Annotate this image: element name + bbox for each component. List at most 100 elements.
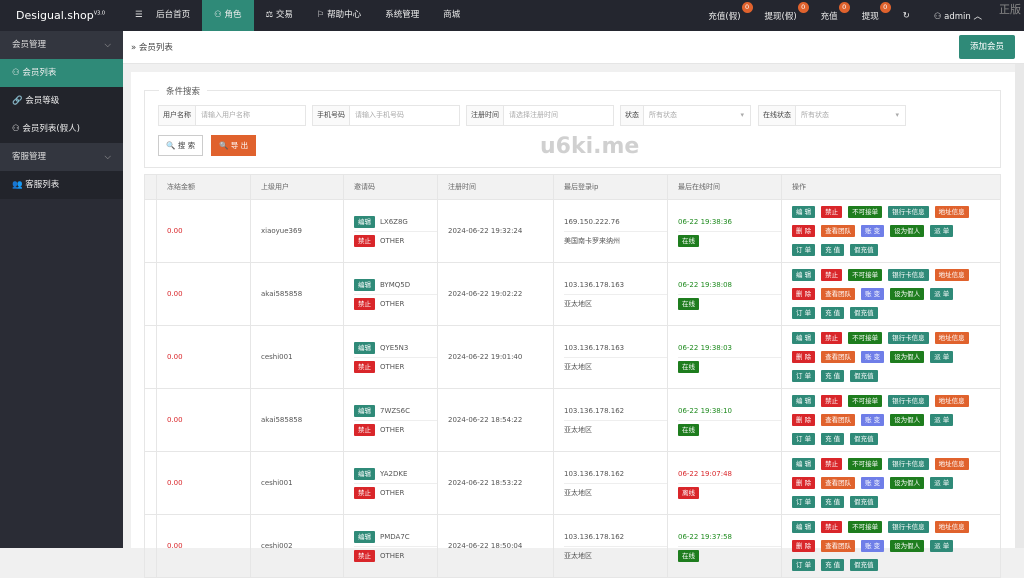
search-button[interactable]: 🔍 搜 索 [158, 135, 204, 156]
field-input[interactable]: 请选择注册时间 [509, 111, 558, 119]
action-button[interactable]: 账 变 [861, 225, 885, 237]
action-button[interactable]: 禁止 [821, 332, 843, 344]
action-button[interactable]: 不可接单 [848, 269, 883, 281]
action-button[interactable]: 查看团队 [821, 225, 856, 237]
top-link[interactable]: 提现(假) 0 [753, 1, 809, 22]
action-button[interactable]: 不可接单 [848, 395, 883, 407]
scrollbar[interactable] [1015, 64, 1024, 548]
ban-button[interactable]: 禁止 [354, 298, 375, 310]
nav-item[interactable]: ☰ 后台首页 [123, 0, 202, 31]
action-button[interactable]: 订 单 [792, 496, 816, 508]
action-button[interactable]: 地址信息 [934, 521, 969, 533]
action-button[interactable]: 充 值 [821, 559, 845, 571]
action-button[interactable]: 订 单 [792, 433, 816, 445]
sidebar-item[interactable]: ⚇ 会员列表(假人) [0, 115, 123, 143]
top-link[interactable]: 充值 0 [809, 1, 850, 22]
field-input[interactable]: 所有状态 ▾ [796, 106, 905, 125]
action-button[interactable]: 编 辑 [792, 395, 816, 407]
action-button[interactable]: 删 除 [792, 414, 816, 426]
action-button[interactable]: 充 值 [821, 433, 845, 445]
field-input[interactable]: 请输入用户名称 [201, 111, 250, 119]
action-button[interactable]: 不可接单 [848, 521, 883, 533]
ban-button[interactable]: 禁止 [354, 424, 375, 436]
action-button[interactable]: 查看团队 [821, 540, 856, 552]
top-link[interactable]: 充值(假) 0 [696, 1, 753, 22]
action-button[interactable]: 银行卡信息 [888, 521, 929, 533]
action-button[interactable]: 删 除 [792, 540, 816, 552]
action-button[interactable]: 设为假人 [890, 540, 925, 552]
ban-button[interactable]: 禁止 [354, 550, 375, 562]
nav-item[interactable]: ⚖ 交易 [254, 0, 305, 31]
sidebar-item[interactable]: ⚇ 会员列表 [0, 59, 123, 87]
action-button[interactable]: 不可接单 [848, 206, 883, 218]
top-link[interactable]: 提现 0 [850, 1, 891, 22]
action-button[interactable]: 充 值 [821, 370, 845, 382]
field-input[interactable]: 请输入手机号码 [355, 111, 404, 119]
action-button[interactable]: 账 变 [861, 351, 885, 363]
nav-item[interactable]: 系统管理 [373, 0, 431, 31]
action-button[interactable]: 派 单 [930, 225, 954, 237]
action-button[interactable]: 删 除 [792, 288, 816, 300]
nav-item[interactable]: 商城 [431, 0, 472, 31]
action-button[interactable]: 账 变 [861, 477, 885, 489]
action-button[interactable]: 账 变 [861, 288, 885, 300]
action-button[interactable]: 账 变 [861, 414, 885, 426]
action-button[interactable]: 编 辑 [792, 332, 816, 344]
search-field[interactable]: 状态 所有状态 ▾ [620, 105, 751, 126]
action-button[interactable]: 查看团队 [821, 477, 856, 489]
search-field[interactable]: 用户名称 请输入用户名称 [158, 105, 306, 126]
action-button[interactable]: 删 除 [792, 225, 816, 237]
action-button[interactable]: 不可接单 [848, 458, 883, 470]
action-button[interactable]: 禁止 [821, 206, 843, 218]
action-button[interactable]: 派 单 [930, 414, 954, 426]
edit-code-button[interactable]: 编辑 [354, 404, 375, 417]
action-button[interactable]: 充 值 [821, 307, 845, 319]
action-button[interactable]: 地址信息 [934, 458, 969, 470]
sidebar-group[interactable]: 客服管理 [0, 143, 123, 171]
action-button[interactable]: 设为假人 [890, 477, 925, 489]
search-field[interactable]: 手机号码 请输入手机号码 [312, 105, 460, 126]
add-member-button[interactable]: 添加会员 [958, 35, 1015, 59]
action-button[interactable]: 充 值 [821, 496, 845, 508]
edit-code-button[interactable]: 编辑 [354, 278, 375, 291]
action-button[interactable]: 查看团队 [821, 414, 856, 426]
action-button[interactable]: 设为假人 [890, 351, 925, 363]
action-button[interactable]: 充 值 [821, 244, 845, 256]
action-button[interactable]: 编 辑 [792, 206, 816, 218]
action-button[interactable]: 订 单 [792, 307, 816, 319]
action-button[interactable]: 银行卡信息 [888, 269, 929, 281]
refresh-icon[interactable]: ↻ [902, 10, 910, 21]
action-button[interactable]: 假充值 [850, 433, 878, 445]
action-button[interactable]: 账 变 [861, 540, 885, 552]
action-button[interactable]: 查看团队 [821, 288, 856, 300]
action-button[interactable]: 编 辑 [792, 458, 816, 470]
action-button[interactable]: 地址信息 [934, 332, 969, 344]
action-button[interactable]: 编 辑 [792, 521, 816, 533]
action-button[interactable]: 查看团队 [821, 351, 856, 363]
action-button[interactable]: 禁止 [821, 458, 843, 470]
action-button[interactable]: 银行卡信息 [888, 458, 929, 470]
logo[interactable]: Desigual.shopV3.0 [16, 9, 106, 22]
action-button[interactable]: 派 单 [930, 540, 954, 552]
action-button[interactable]: 假充值 [850, 244, 878, 256]
action-button[interactable]: 银行卡信息 [888, 395, 929, 407]
sidebar-group[interactable]: 会员管理 [0, 31, 123, 59]
edit-code-button[interactable]: 编辑 [354, 341, 375, 354]
action-button[interactable]: 地址信息 [934, 395, 969, 407]
action-button[interactable]: 地址信息 [934, 206, 969, 218]
export-button[interactable]: 🔍 导 出 [211, 135, 257, 156]
action-button[interactable]: 禁止 [821, 521, 843, 533]
action-button[interactable]: 假充值 [850, 559, 878, 571]
sidebar-item[interactable]: 👥 客服列表 [0, 171, 123, 199]
action-button[interactable]: 删 除 [792, 477, 816, 489]
action-button[interactable]: 订 单 [792, 559, 816, 571]
action-button[interactable]: 派 单 [930, 351, 954, 363]
action-button[interactable]: 订 单 [792, 244, 816, 256]
edit-code-button[interactable]: 编辑 [354, 467, 375, 480]
edit-code-button[interactable]: 编辑 [354, 530, 375, 543]
ban-button[interactable]: 禁止 [354, 487, 375, 499]
action-button[interactable]: 银行卡信息 [888, 206, 929, 218]
ban-button[interactable]: 禁止 [354, 235, 375, 247]
action-button[interactable]: 假充值 [850, 496, 878, 508]
action-button[interactable]: 银行卡信息 [888, 332, 929, 344]
